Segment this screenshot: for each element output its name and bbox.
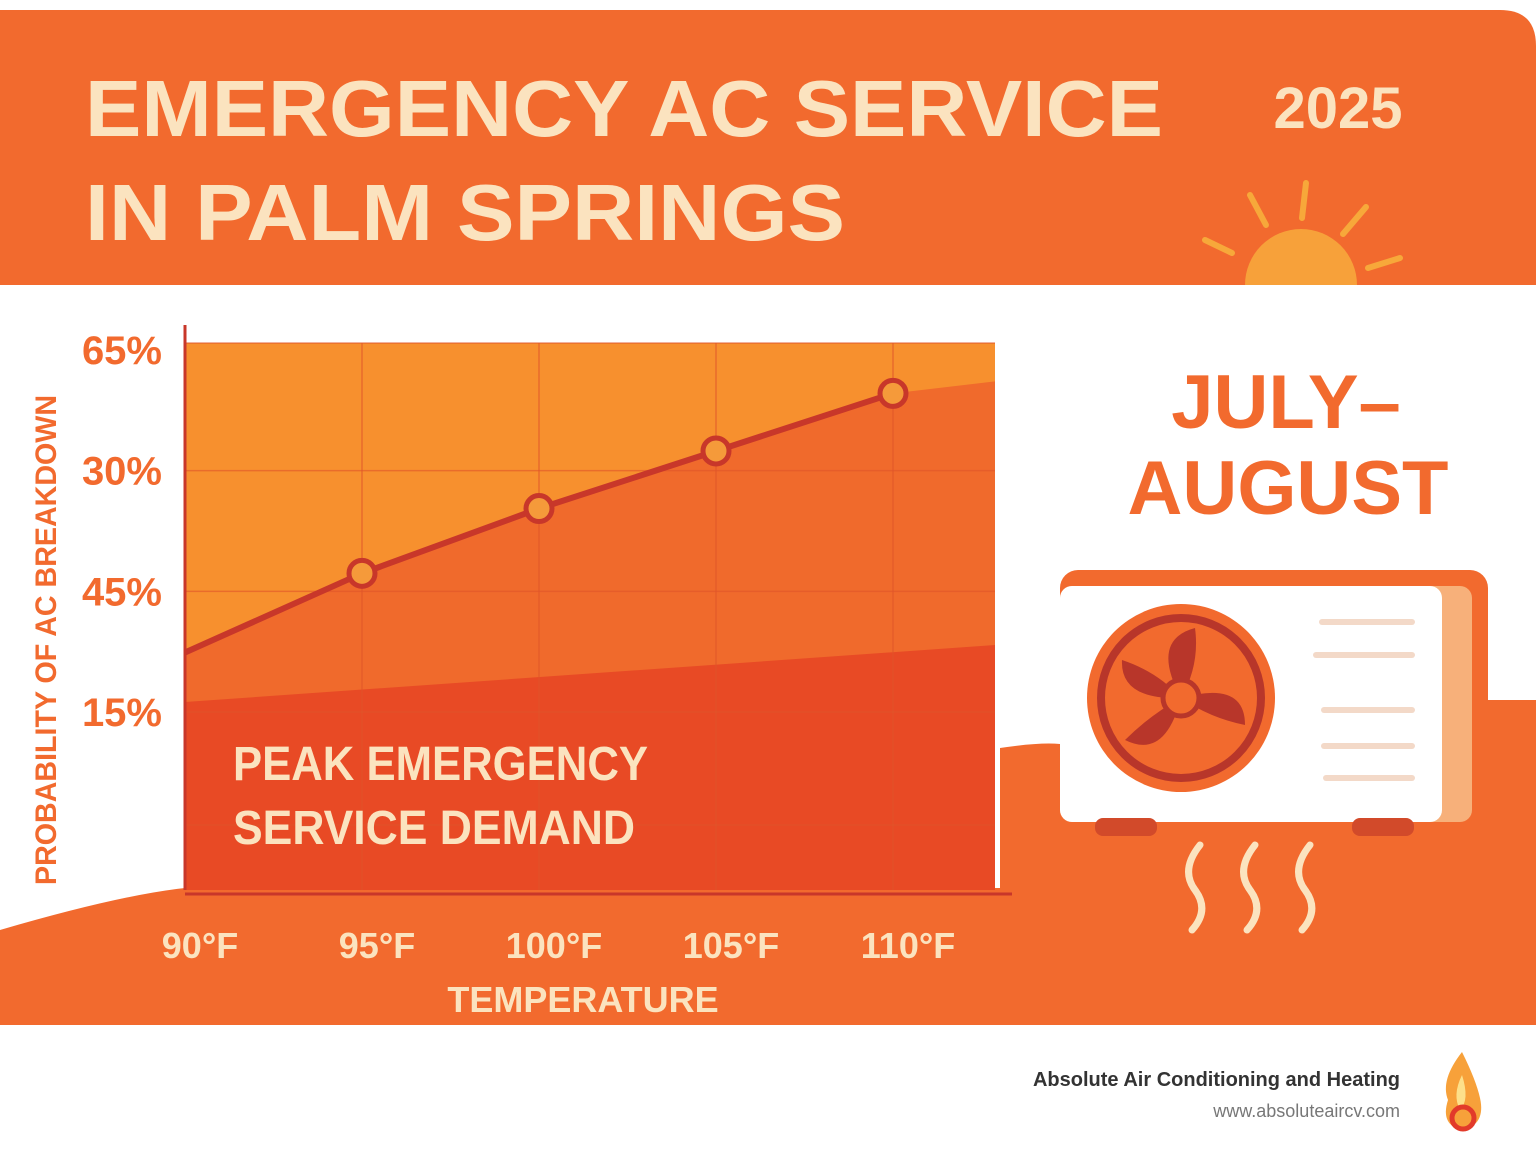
flame-logo	[1445, 1052, 1482, 1132]
header-band	[0, 10, 1536, 285]
annotation: PEAK EMERGENCY	[233, 738, 648, 791]
plot	[185, 342, 995, 890]
callout-line: AUGUST	[1128, 446, 1449, 531]
company-url: www.absoluteaircv.com	[1212, 1101, 1400, 1121]
x-tick-label: 90°F	[162, 925, 238, 966]
y-tick-label: 30%	[82, 450, 162, 494]
y-axis-label: PROBABILITY OF AC BREAKDOWN	[30, 395, 63, 885]
data-point	[523, 493, 555, 525]
x-tick-label: 110°F	[861, 925, 955, 966]
year: 2025	[1273, 76, 1402, 141]
data-point	[346, 557, 378, 589]
data-point	[700, 435, 732, 467]
x-axis-label: TEMPERATURE	[447, 979, 718, 1020]
x-tick-label: 105°F	[683, 925, 779, 966]
callout-line: JULY–	[1171, 360, 1401, 445]
x-tick-label: 100°F	[506, 925, 602, 966]
demand-band	[185, 645, 995, 890]
ac-unit-icon	[1060, 570, 1488, 934]
data-point	[877, 377, 909, 409]
sun-icon	[1202, 180, 1403, 285]
x-tick-label: 95°F	[339, 925, 415, 966]
title-line: EMERGENCY AC SERVICE	[85, 64, 1163, 153]
y-tick-label: 65%	[82, 329, 162, 373]
annotation: SERVICE DEMAND	[233, 802, 635, 855]
title-line: IN PALM SPRINGS	[85, 168, 845, 257]
company-name: Absolute Air Conditioning and Heating	[1033, 1069, 1400, 1091]
y-tick-label: 15%	[82, 691, 162, 735]
y-tick-label: 45%	[82, 570, 162, 614]
